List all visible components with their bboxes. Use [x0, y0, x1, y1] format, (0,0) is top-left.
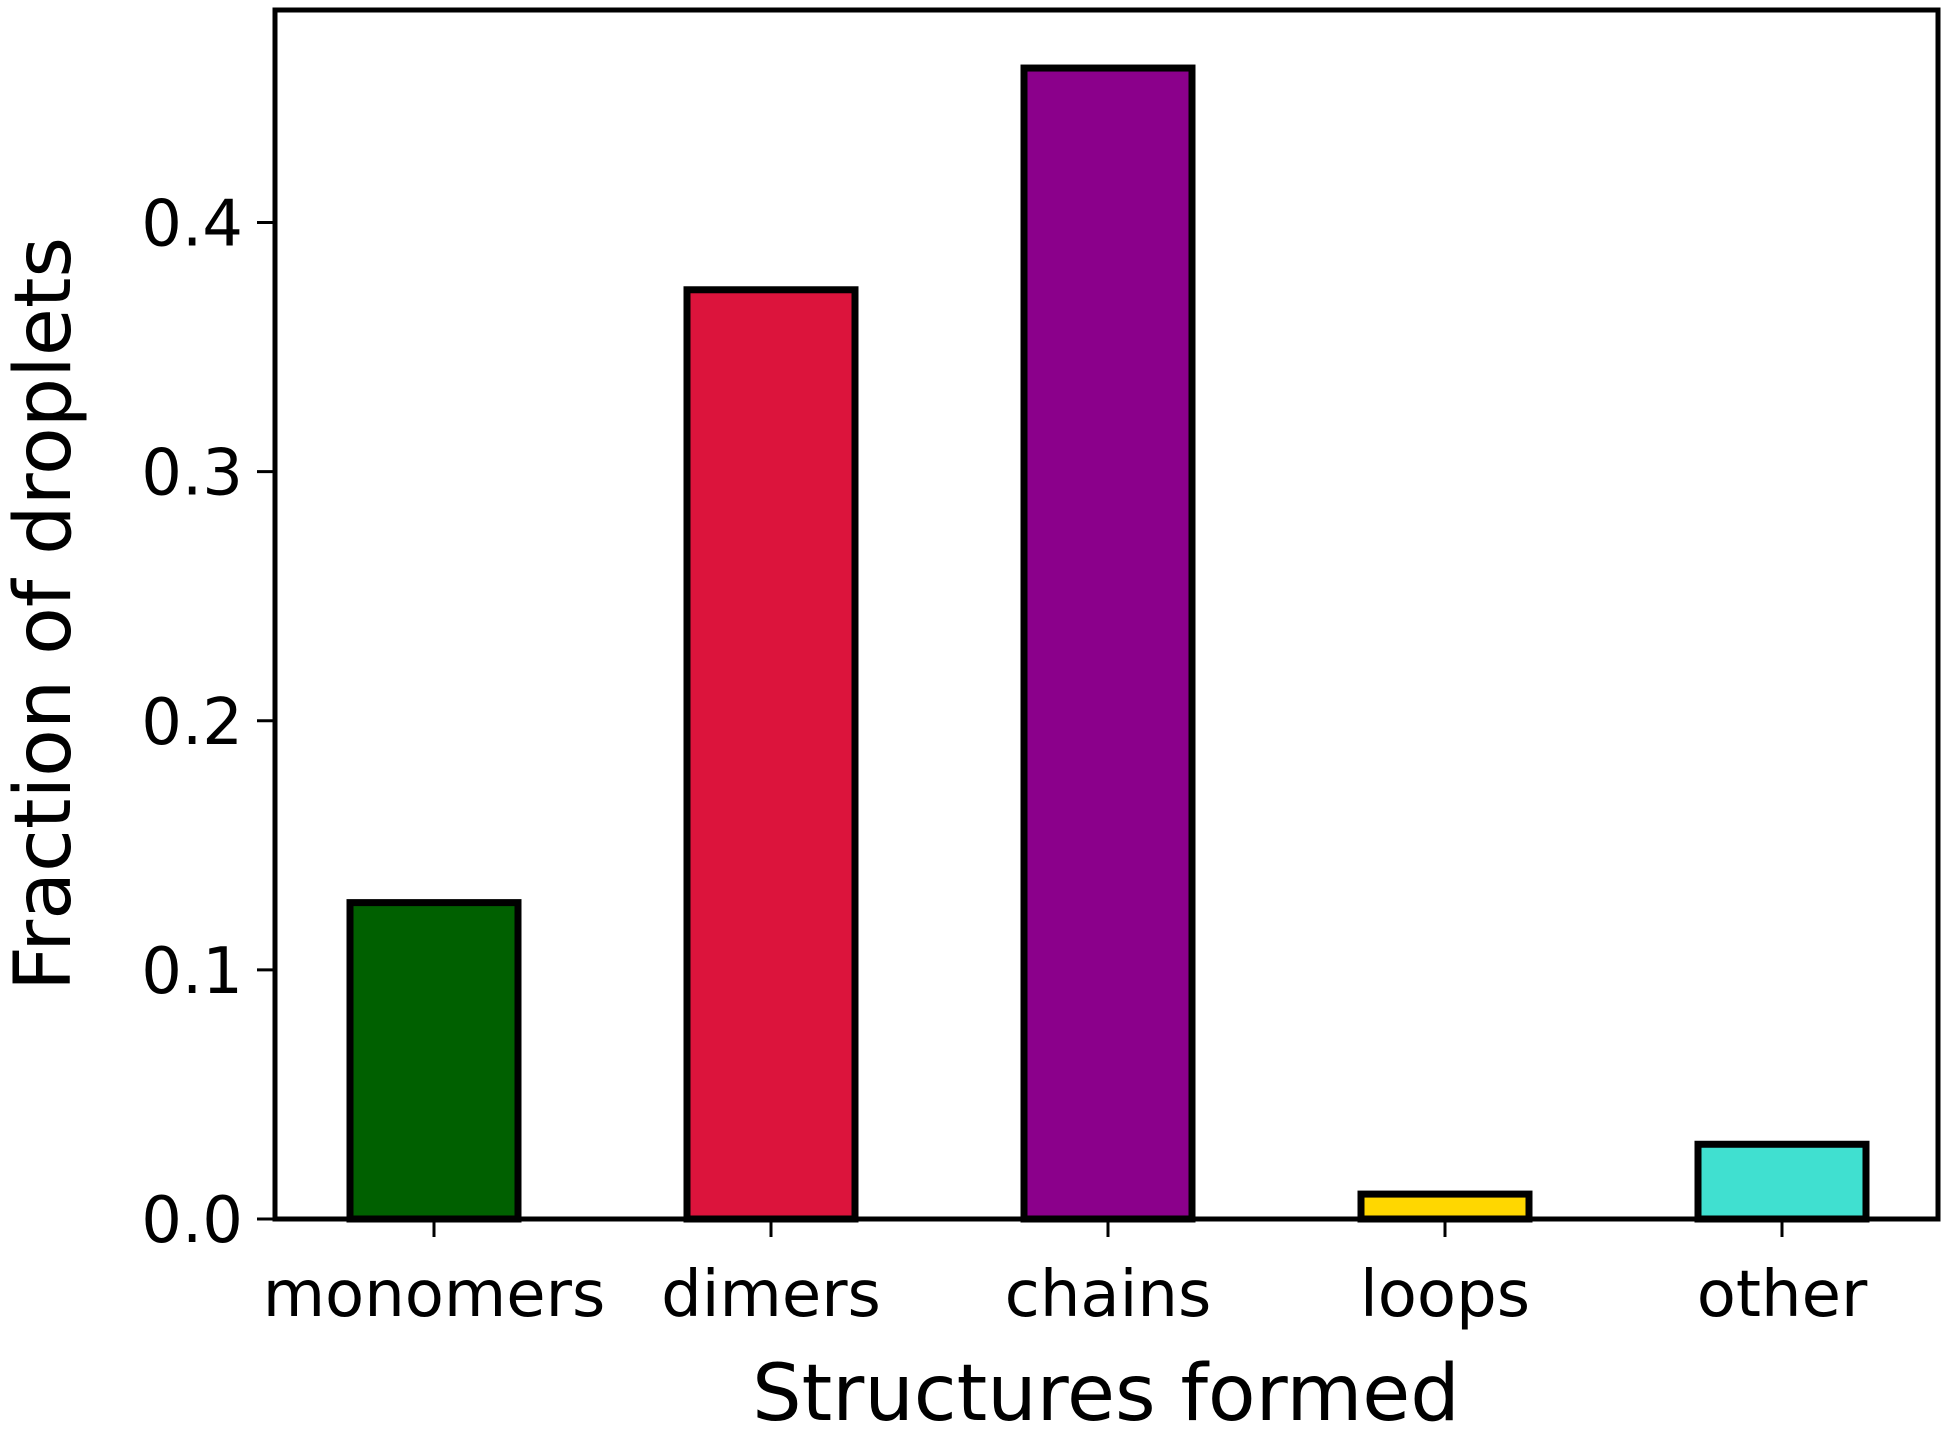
- x-tick-label-monomers: monomers: [263, 1258, 606, 1332]
- x-axis-label: Structures formed: [752, 1349, 1460, 1439]
- bar-chains: [1020, 64, 1196, 1223]
- bar-dimers: [683, 286, 859, 1223]
- y-tick-label-4: 0.4: [141, 188, 243, 262]
- y-tick-label-2: 0.2: [141, 686, 243, 760]
- y-axis-ticks: 0.0 0.1 0.2 0.3 0.4: [141, 188, 275, 1258]
- x-tick-label-other: other: [1697, 1258, 1868, 1332]
- x-tick-label-chains: chains: [1005, 1258, 1212, 1332]
- y-tick-label-3: 0.3: [141, 437, 243, 511]
- bar-other: [1694, 1140, 1870, 1223]
- x-axis-ticks: monomers dimers chains loops other: [263, 1219, 1868, 1332]
- bars-group: [346, 64, 1870, 1223]
- y-tick-label-1: 0.1: [141, 935, 243, 1009]
- y-axis-label: Fraction of droplets: [0, 237, 89, 991]
- x-tick-label-loops: loops: [1360, 1258, 1530, 1332]
- x-tick-label-dimers: dimers: [661, 1258, 881, 1332]
- y-tick-label-0: 0.0: [141, 1184, 243, 1258]
- bar-monomers: [346, 899, 522, 1223]
- bar-loops: [1357, 1190, 1533, 1223]
